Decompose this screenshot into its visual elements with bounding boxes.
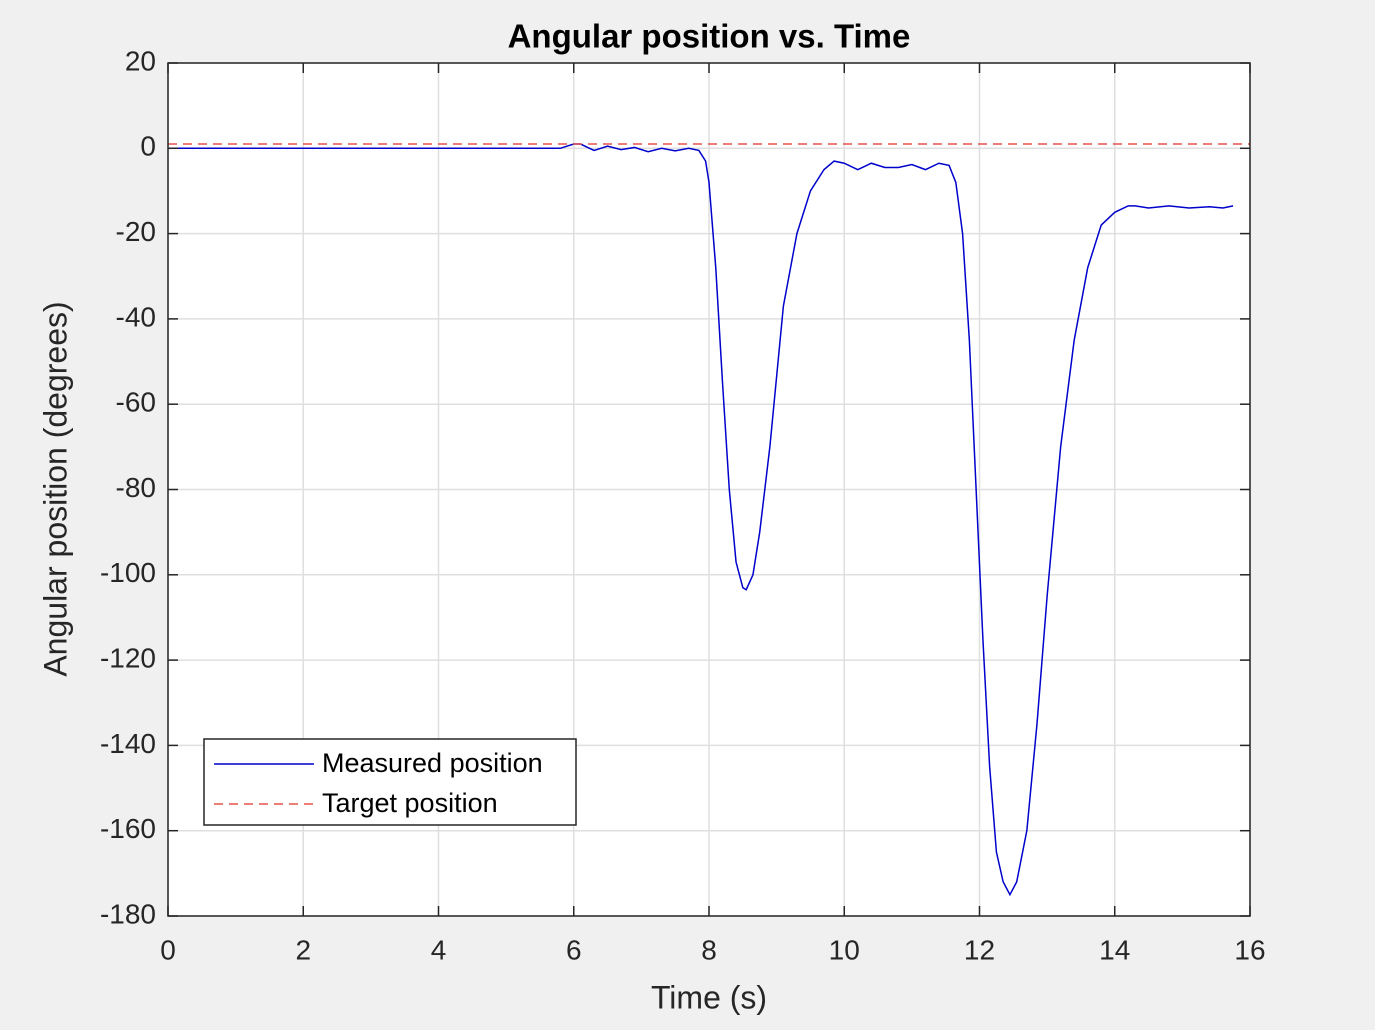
y-axis-label: Angular position (degrees): [37, 301, 73, 676]
y-tick-label: -160: [100, 813, 156, 844]
y-tick-label: -180: [100, 898, 156, 929]
ticks: 0 2 4 6 8 10 12 14 16 -180 -160 -140 -120 -100 -80 -60 -…: [100, 45, 1266, 965]
x-tick-label: 0: [160, 934, 176, 965]
legend-label: Measured position: [322, 748, 543, 778]
lines: [168, 143, 1250, 897]
y-tick-label: -100: [100, 557, 156, 588]
y-tick-label: -140: [100, 728, 156, 759]
x-tick-label: 4: [431, 934, 447, 965]
y-tick-label: -80: [116, 472, 156, 503]
y-tick-label: -20: [116, 216, 156, 247]
legend-label: Target position: [322, 788, 498, 818]
y-tick-label: 20: [125, 45, 156, 76]
x-tick-label: 8: [701, 934, 717, 965]
data-line: [168, 143, 1234, 897]
x-tick-label: 12: [964, 934, 995, 965]
y-tick-label: -60: [116, 387, 156, 418]
x-tick-label: 2: [295, 934, 311, 965]
chart-title: Angular position vs. Time: [508, 18, 911, 55]
legend: Measured position Target position: [203, 738, 577, 826]
x-tick-label: 6: [566, 934, 582, 965]
y-tick-label: -120: [100, 642, 156, 673]
x-axis-label: Time (s): [651, 979, 767, 1015]
y-tick-label: 0: [140, 131, 156, 162]
y-tick-label: -40: [116, 301, 156, 332]
x-tick-label: 16: [1234, 934, 1265, 965]
x-tick-label: 14: [1099, 934, 1130, 965]
grid: [167, 62, 1251, 917]
x-tick-label: 10: [829, 934, 860, 965]
legend-box: [203, 738, 577, 826]
